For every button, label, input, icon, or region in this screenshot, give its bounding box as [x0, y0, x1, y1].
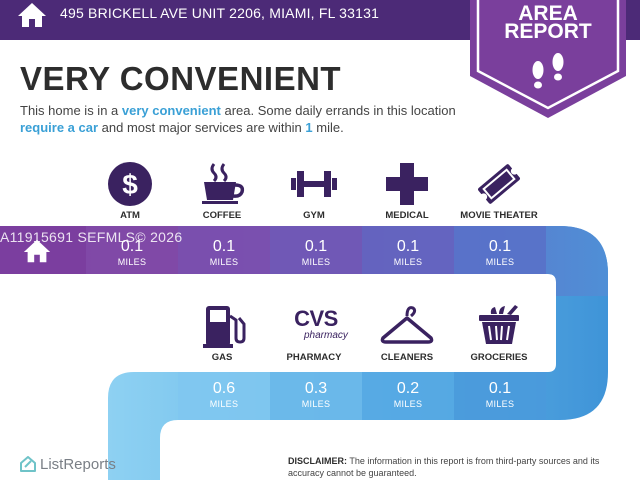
distance-gas: 0.6 MILES [209, 380, 239, 409]
summary-description: This home is in a very convenient area. … [20, 103, 456, 135]
category-label-gym: GYM [303, 210, 325, 221]
page-title: VERY CONVENIENT [20, 60, 342, 97]
category-label-gas: GAS [211, 352, 233, 363]
category-label-movie-theater: MOVIE THEATER [460, 210, 538, 221]
mls-watermark: A11915691 SEFMLS© 2026 [0, 229, 183, 245]
listreports-logo-text: ListReports [40, 456, 116, 473]
distance-medical: 0.1 MILES [393, 238, 423, 267]
cvs-pharmacy-logo: CVS pharmacy [294, 306, 348, 342]
medical-cross-icon [386, 163, 428, 205]
ticket-icon [478, 164, 520, 204]
area-report-badge [470, 0, 626, 118]
category-label-cleaners: CLEANERS [380, 352, 434, 363]
property-address: 495 BRICKELL AVE UNIT 2206, MIAMI, FL 33… [60, 5, 380, 21]
distance-atm: 0.1 MILES [117, 238, 147, 267]
badge-title-line1: AREA [518, 2, 578, 25]
badge-title-line2: REPORT [504, 20, 592, 43]
disclaimer: DISCLAIMER: The information in this repo… [288, 456, 600, 478]
category-label-groceries: GROCERIES [470, 352, 528, 363]
category-label-pharmacy: PHARMACY [286, 352, 342, 363]
grocery-basket-icon [479, 305, 519, 344]
home-icon [23, 239, 51, 263]
category-label-medical: MEDICAL [385, 210, 429, 221]
distance-cleaners: 0.2 MILES [393, 380, 423, 409]
distance-gym: 0.1 MILES [301, 238, 331, 267]
category-label-atm: ATM [120, 210, 140, 221]
home-icon [18, 3, 46, 27]
distance-movie-theater: 0.1 MILES [485, 238, 515, 267]
svg-text:$: $ [122, 169, 138, 200]
distance-path [0, 226, 608, 480]
coffee-icon [202, 163, 245, 204]
distance-pharmacy: 0.3 MILES [301, 380, 331, 409]
footprints-icon [532, 53, 564, 89]
dumbbell-icon [291, 171, 337, 197]
hanger-icon [380, 306, 434, 344]
listreports-logo-icon [20, 456, 36, 472]
distance-coffee: 0.1 MILES [209, 238, 239, 267]
category-label-coffee: COFFEE [202, 210, 242, 221]
distance-groceries: 0.1 MILES [485, 380, 515, 409]
dollar-icon: $ [108, 162, 152, 206]
gas-pump-icon [203, 306, 246, 348]
